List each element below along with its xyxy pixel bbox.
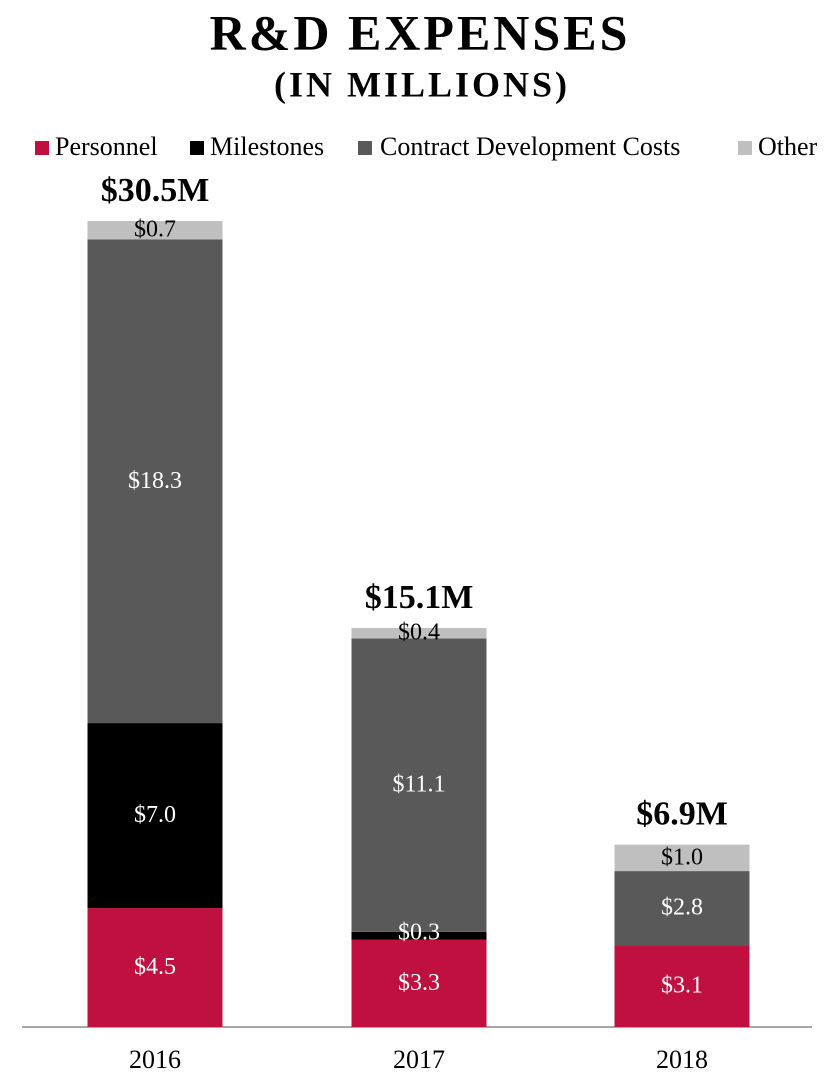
value-label: $0.7 <box>134 217 176 243</box>
x-tick-label: 2018 <box>656 1045 708 1074</box>
x-tick-label: 2016 <box>129 1045 181 1074</box>
bar-segment <box>351 931 487 940</box>
bar-segment <box>614 844 750 872</box>
legend-label: Personnel <box>55 132 158 161</box>
x-tick-label: 2017 <box>393 1045 445 1074</box>
legend-swatch <box>190 141 204 155</box>
value-label: $0.3 <box>398 919 440 945</box>
value-label: $11.1 <box>392 772 445 798</box>
value-label: $3.3 <box>398 970 440 996</box>
legend-label: Contract Development Costs <box>380 132 680 161</box>
total-label: $15.1M <box>365 579 474 616</box>
legend-swatch <box>35 141 49 155</box>
value-label: $18.3 <box>128 468 182 494</box>
bar-segment <box>87 239 223 724</box>
bar-segment <box>614 871 750 946</box>
total-label: $30.5M <box>101 172 210 209</box>
legend-swatch <box>738 141 752 155</box>
value-label: $1.0 <box>661 844 703 870</box>
total-label: $6.9M <box>636 795 728 832</box>
chart-subtitle: (IN MILLIONS) <box>274 64 570 104</box>
chart-title: R&D EXPENSES <box>210 4 631 60</box>
value-label: $7.0 <box>134 802 176 828</box>
value-label: $3.1 <box>661 973 703 999</box>
value-label: $4.5 <box>134 954 176 980</box>
bar-segment <box>351 939 487 1027</box>
legend-label: Milestones <box>210 132 324 161</box>
bar-segment <box>87 908 223 1027</box>
legend-swatch <box>358 141 372 155</box>
value-label: $0.4 <box>398 620 440 646</box>
bar-segment <box>351 627 487 639</box>
bar-segment <box>351 638 487 932</box>
bar-segment <box>614 945 750 1027</box>
value-label: $2.8 <box>661 895 703 921</box>
legend-label: Other <box>758 132 818 161</box>
bar-segment <box>87 723 223 909</box>
bar-segment <box>87 221 223 240</box>
